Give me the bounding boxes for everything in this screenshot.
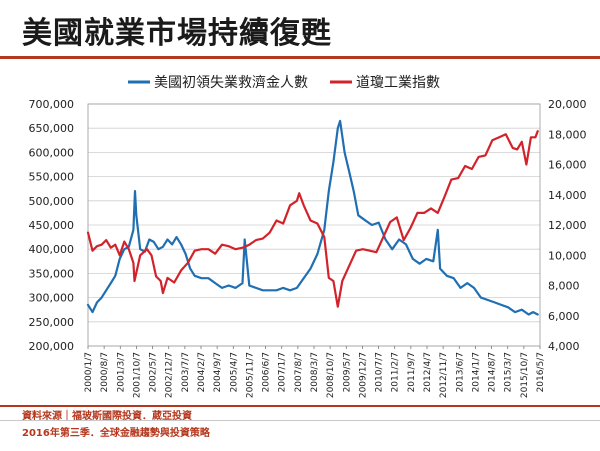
dow-series-line bbox=[86, 130, 539, 308]
x-tick-label: 2009/12/7 bbox=[358, 352, 368, 398]
left-tick-label: 300,000 bbox=[29, 292, 75, 305]
right-tick-label: 12,000 bbox=[548, 219, 587, 232]
left-tick-label: 650,000 bbox=[29, 122, 75, 135]
right-tick-label: 18,000 bbox=[548, 128, 587, 141]
x-tick-label: 2014/8/7 bbox=[488, 352, 498, 392]
page-title: 美國就業市場持續復甦 bbox=[22, 16, 332, 51]
x-tick-label: 2004/9/7 bbox=[213, 352, 223, 392]
source-note: 資料來源｜福玻斯國際投資．葳亞投資 bbox=[22, 411, 192, 422]
footer-separator bbox=[0, 420, 600, 421]
report-subtitle: 2016年第三季．全球金融趨勢與投資策略 bbox=[22, 428, 210, 439]
x-tick-label: 2005/11/7 bbox=[245, 352, 255, 398]
x-tick-label: 2014/1/7 bbox=[471, 352, 481, 392]
x-tick-label: 2006/6/7 bbox=[262, 352, 272, 392]
line-chart: 200,000 250,000 300,000 350,000 400,000 450,0… bbox=[29, 74, 587, 398]
x-tick-label: 2005/4/7 bbox=[229, 352, 239, 392]
chart-grid bbox=[87, 103, 541, 347]
left-tick-label: 350,000 bbox=[29, 267, 75, 280]
x-tick-label: 2002/5/7 bbox=[149, 352, 159, 392]
left-tick-label: 700,000 bbox=[29, 98, 75, 111]
x-tick-label: 2013/6/7 bbox=[455, 352, 465, 392]
left-axis: 200,000 250,000 300,000 350,000 400,000 450,0… bbox=[29, 98, 75, 353]
claims-series-line bbox=[86, 119, 539, 316]
right-tick-label: 8,000 bbox=[548, 280, 580, 293]
x-tick-label: 2015/10/7 bbox=[520, 352, 530, 398]
left-tick-label: 250,000 bbox=[29, 316, 75, 329]
x-tick-label: 2008/3/7 bbox=[310, 352, 320, 392]
x-tick-label: 2001/10/7 bbox=[132, 352, 142, 398]
left-tick-label: 600,000 bbox=[29, 146, 75, 159]
x-axis: 2000/1/7 2000/8/7 2001/3/7 2001/10/7 2002/5/… bbox=[84, 346, 546, 398]
left-tick-label: 550,000 bbox=[29, 171, 75, 184]
left-tick-label: 400,000 bbox=[29, 243, 75, 256]
x-tick-label: 2001/3/7 bbox=[116, 352, 126, 392]
x-tick-label: 2012/4/7 bbox=[423, 352, 433, 392]
x-tick-label: 2011/2/7 bbox=[391, 352, 401, 392]
x-tick-label: 2016/5/7 bbox=[536, 352, 546, 392]
title-underline bbox=[0, 56, 600, 59]
x-tick-label: 2012/11/7 bbox=[439, 352, 449, 398]
x-tick-label: 2008/10/7 bbox=[326, 352, 336, 398]
right-axis: 4,000 6,000 8,000 10,000 12,000 14,000 16,000 1… bbox=[548, 98, 587, 353]
x-tick-label: 2010/7/7 bbox=[375, 352, 385, 392]
legend-claims-label: 美國初領失業救濟金人數 bbox=[154, 74, 308, 91]
x-tick-label: 2002/12/7 bbox=[165, 352, 175, 398]
x-tick-label: 2000/8/7 bbox=[100, 352, 110, 392]
left-tick-label: 500,000 bbox=[29, 195, 75, 208]
footer-divider bbox=[0, 405, 600, 407]
series-layer bbox=[86, 119, 539, 316]
x-tick-label: 2011/9/7 bbox=[407, 352, 417, 392]
x-tick-label: 2015/3/7 bbox=[504, 352, 514, 392]
x-tick-label: 2007/8/7 bbox=[294, 352, 304, 392]
legend-dow-label: 道瓊工業指數 bbox=[356, 75, 440, 91]
x-tick-label: 2004/2/7 bbox=[197, 352, 207, 392]
right-tick-label: 4,000 bbox=[548, 340, 580, 353]
x-tick-label: 2000/1/7 bbox=[84, 352, 94, 392]
chart-legend: 美國初領失業救濟金人數 道瓊工業指數 bbox=[128, 74, 440, 91]
x-tick-label: 2007/1/7 bbox=[278, 352, 288, 392]
left-tick-label: 200,000 bbox=[29, 340, 75, 353]
x-tick-label: 2009/5/7 bbox=[342, 352, 352, 392]
right-tick-label: 16,000 bbox=[548, 159, 587, 172]
right-tick-label: 14,000 bbox=[548, 189, 587, 202]
left-tick-label: 450,000 bbox=[29, 219, 75, 232]
right-tick-label: 10,000 bbox=[548, 249, 587, 262]
x-tick-label: 2003/7/7 bbox=[181, 352, 191, 392]
right-tick-label: 20,000 bbox=[548, 98, 587, 111]
right-tick-label: 6,000 bbox=[548, 310, 580, 323]
